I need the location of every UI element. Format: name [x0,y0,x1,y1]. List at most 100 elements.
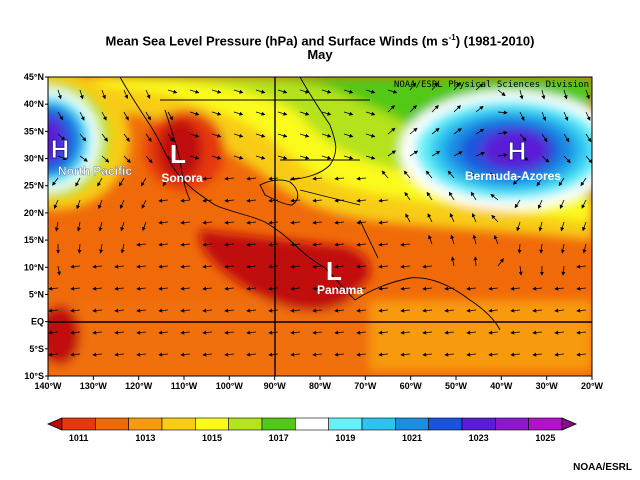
wind-arrow-icon [312,264,323,269]
wind-arrow-icon [211,155,222,160]
wind-arrow-icon [321,155,332,160]
wind-arrow-icon [312,242,323,247]
wind-arrow-icon [79,133,87,142]
wind-arrow-icon [510,286,521,291]
wind-arrow-icon [431,105,439,113]
wind-arrow-icon [202,220,213,225]
wind-arrow-icon [356,286,367,291]
wind-arrow-icon [211,89,222,94]
wind-arrow-icon [180,242,191,247]
wind-arrow-icon [576,264,587,269]
wind-arrow-icon [334,220,345,225]
wind-arrow-icon [356,198,367,203]
wind-arrow-icon [224,242,235,247]
wind-arrow-icon [255,133,266,138]
wind-arrow-icon [141,199,147,209]
wind-arrow-icon [585,133,592,143]
wind-arrow-icon [400,352,411,357]
lon-label: 40°W [490,381,513,391]
colorbar-labels: 1011 1013 1015 1017 1019 1021 1023 1025 [69,433,555,443]
wind-arrow-icon [189,133,200,138]
wind-arrow-icon [491,214,499,223]
wind-arrow-icon [290,330,301,335]
wind-arrow-icon [158,330,169,335]
wind-arrow-icon [101,111,107,121]
pressure-systems: H North Pacific L Sonora L Panama H Berm… [50,134,561,298]
wind-arrow-icon [488,286,499,291]
wind-arrow-icon [381,170,389,179]
wind-arrow-icon [472,234,477,245]
wind-arrow-icon [224,352,235,357]
wind-arrow-icon [453,151,463,157]
wind-arrow-icon [541,111,547,122]
wind-arrow-icon [167,111,173,121]
wind-arrow-icon [532,286,543,291]
lon-label: 110°W [171,381,198,391]
wind-arrow-icon [76,199,81,210]
wind-arrow-icon [532,352,543,357]
wind-arrow-icon [426,191,433,201]
wind-arrow-icon [539,243,544,254]
wind-arrow-icon [101,89,106,100]
colorbar-segment [61,417,96,431]
wind-arrow-icon [312,352,323,357]
wind-arrow-icon [581,199,587,209]
wind-arrow-icon [114,286,125,291]
wind-arrow-icon [532,330,543,335]
wind-arrow-icon [444,308,455,313]
wind-arrow-icon [290,308,301,313]
wind-arrow-icon [224,220,235,225]
wind-arrow-icon [563,133,570,143]
source-label: NOAA/ESRL Physical Sciences Division [394,80,589,90]
wind-arrow-icon [290,264,301,269]
wind-arrow-icon [92,330,103,335]
wind-arrow-icon [180,264,191,269]
lon-label: 130°W [80,381,108,391]
wind-arrow-icon [563,111,569,121]
wind-arrow-icon [428,234,433,245]
wind-arrow-icon [123,89,129,100]
wind-arrow-icon [120,221,125,232]
wind-arrow-icon [97,177,103,187]
wind-arrow-icon [290,198,301,203]
wind-arrow-icon [554,330,565,335]
wind-arrow-icon [158,264,169,269]
wind-arrow-icon [114,352,125,357]
wind-arrow-icon [510,330,521,335]
wind-arrow-icon [400,264,411,269]
wind-arrow-icon [475,83,484,91]
wind-arrow-icon [585,155,592,164]
lat-label: 35°N [24,126,44,136]
wind-arrow-icon [537,199,543,210]
wind-arrow-icon [299,155,310,160]
wind-arrow-icon [123,133,130,142]
wind-arrow-icon [334,198,345,203]
wind-arrow-icon [48,286,59,291]
wind-arrow-icon [356,264,367,269]
wind-arrow-icon [409,150,419,157]
wind-arrow-icon [312,308,323,313]
wind-arrow-icon [400,242,411,247]
wind-arrow-icon [277,111,288,116]
wind-arrow-icon [158,242,169,247]
wind-arrow-icon [404,191,411,201]
lon-label: 140°W [34,381,62,391]
wind-arrow-icon [334,286,345,291]
wind-arrow-icon [343,89,354,94]
wind-arrow-icon [167,89,178,94]
wind-arrow-icon [321,89,332,94]
wind-arrow-icon [158,198,169,203]
wind-arrow-icon [145,155,153,164]
wind-arrow-icon [444,286,455,291]
wind-arrow-icon [57,155,68,161]
colorbar-label: 1013 [135,433,155,443]
colorbar-label: 1025 [535,433,555,443]
colorbar-segment [261,417,296,431]
wind-arrow-icon [471,212,477,223]
wind-arrow-icon [409,105,417,113]
wind-arrow-icon [224,264,235,269]
coastlines [119,77,501,331]
wind-arrow-icon [387,127,396,135]
wind-arrow-icon [365,111,376,116]
wind-arrow-icon [334,264,345,269]
